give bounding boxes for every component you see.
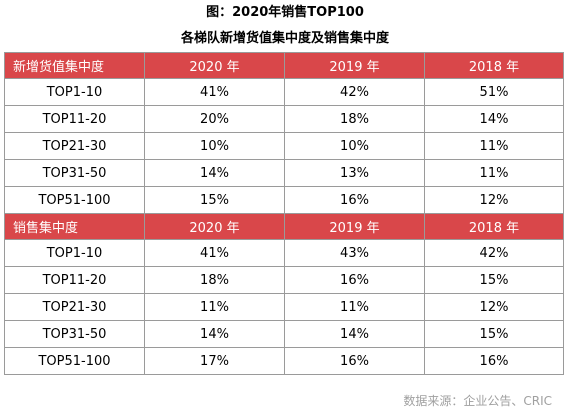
table-cell: 17% [144, 347, 285, 375]
figure-title: 图：2020年销售TOP100 [206, 5, 364, 20]
row-label: TOP51-100 [4, 347, 145, 375]
table-cell: 14% [144, 159, 285, 187]
table-row: TOP51-100 15% 16% 12% [4, 186, 564, 214]
row-label: TOP31-50 [4, 320, 145, 348]
table-cell: 16% [424, 347, 564, 375]
section-header-row: 销售集中度 2020 年 2019 年 2018 年 [4, 213, 564, 240]
table-cell: 14% [144, 320, 285, 348]
table-cell: 15% [144, 186, 285, 214]
table-cell: 42% [424, 239, 564, 267]
table-cell: 16% [284, 347, 425, 375]
table-cell: 14% [284, 320, 425, 348]
column-header-year: 2018 年 [424, 52, 564, 79]
table-cell: 12% [424, 186, 564, 214]
table-cell: 12% [424, 293, 564, 321]
row-label: TOP11-20 [4, 266, 145, 294]
table-cell: 11% [424, 132, 564, 160]
table-cell: 42% [284, 78, 425, 106]
table-row: TOP1-10 41% 43% 42% [4, 239, 564, 267]
column-header-year: 2020 年 [144, 52, 285, 79]
table-cell: 14% [424, 105, 564, 133]
table-cell: 20% [144, 105, 285, 133]
table-row: TOP31-50 14% 14% 15% [4, 320, 564, 348]
table-cell: 51% [424, 78, 564, 106]
row-label: TOP51-100 [4, 186, 145, 214]
table-cell: 18% [144, 266, 285, 294]
table-row: TOP21-30 11% 11% 12% [4, 293, 564, 321]
table-cell: 16% [284, 266, 425, 294]
table-cell: 18% [284, 105, 425, 133]
table-cell: 16% [284, 186, 425, 214]
table-cell: 43% [284, 239, 425, 267]
table-cell: 10% [144, 132, 285, 160]
column-header-year: 2018 年 [424, 213, 564, 240]
row-label: TOP31-50 [4, 159, 145, 187]
table-cell: 15% [424, 320, 564, 348]
table-title: 各梯队新增货值集中度及销售集中度 [180, 31, 389, 46]
table-cell: 15% [424, 266, 564, 294]
table-cell: 41% [144, 239, 285, 267]
table-row: TOP21-30 10% 10% 11% [4, 132, 564, 160]
column-header-year: 2020 年 [144, 213, 285, 240]
table-cell: 13% [284, 159, 425, 187]
column-header-year: 2019 年 [284, 213, 425, 240]
table-row: TOP11-20 18% 16% 15% [4, 266, 564, 294]
column-header-year: 2019 年 [284, 52, 425, 79]
section-header-row: 新增货值集中度 2020 年 2019 年 2018 年 [4, 52, 564, 79]
table-row: TOP31-50 14% 13% 11% [4, 159, 564, 187]
table-cell: 41% [144, 78, 285, 106]
section-header-label: 销售集中度 [4, 213, 145, 240]
row-label: TOP1-10 [4, 78, 145, 106]
table-row: TOP11-20 20% 18% 14% [4, 105, 564, 133]
table-cell: 11% [424, 159, 564, 187]
section-header-label: 新增货值集中度 [4, 52, 145, 79]
row-label: TOP21-30 [4, 132, 145, 160]
row-label: TOP11-20 [4, 105, 145, 133]
source-note: 数据来源：企业公告、CRIC [403, 394, 552, 408]
table-cell: 11% [284, 293, 425, 321]
concentration-table: 新增货值集中度 2020 年 2019 年 2018 年 TOP1-10 41%… [4, 52, 564, 375]
table-cell: 10% [284, 132, 425, 160]
table-cell: 11% [144, 293, 285, 321]
table-row: TOP1-10 41% 42% 51% [4, 78, 564, 106]
row-label: TOP21-30 [4, 293, 145, 321]
row-label: TOP1-10 [4, 239, 145, 267]
table-row: TOP51-100 17% 16% 16% [4, 347, 564, 375]
